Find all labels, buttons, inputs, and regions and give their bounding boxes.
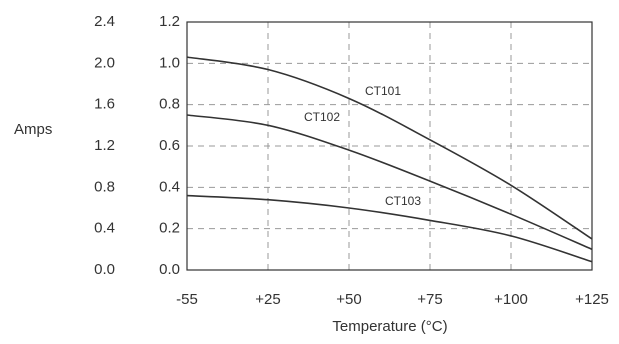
x-tick-label: +25: [255, 291, 280, 308]
y2-tick-label: 1.6: [94, 96, 115, 113]
series-label: CT102: [304, 110, 340, 124]
series-line: [186, 194, 593, 263]
plot-frame: [186, 21, 593, 271]
y-tick-label: 0.8: [159, 96, 180, 113]
x-tick-label: +125: [575, 291, 609, 308]
y-tick-label: 0.4: [159, 178, 180, 195]
y-axis-label: Amps: [14, 121, 52, 138]
series-line: [186, 56, 593, 240]
x-tick-label: +75: [417, 291, 442, 308]
x-tick-label: -55: [176, 291, 198, 308]
y2-tick-label: 0.0: [94, 261, 115, 278]
y-tick-label: 1.2: [159, 13, 180, 30]
series-label: CT103: [385, 194, 421, 208]
y-tick-label: 0.2: [159, 220, 180, 237]
y-tick-label: 0.6: [159, 137, 180, 154]
x-axis-label: Temperature (°C): [332, 318, 447, 335]
x-tick-label: +100: [494, 291, 528, 308]
y2-tick-label: 2.4: [94, 13, 115, 30]
y2-tick-label: 2.0: [94, 54, 115, 71]
y-tick-label: 1.0: [159, 54, 180, 71]
x-tick-label: +50: [336, 291, 361, 308]
y2-tick-label: 1.2: [94, 137, 115, 154]
series-label: CT101: [365, 84, 401, 98]
y2-tick-label: 0.4: [94, 220, 115, 237]
y-tick-label: 0.0: [159, 261, 180, 278]
y2-tick-label: 0.8: [94, 178, 115, 195]
series-line: [186, 114, 593, 251]
